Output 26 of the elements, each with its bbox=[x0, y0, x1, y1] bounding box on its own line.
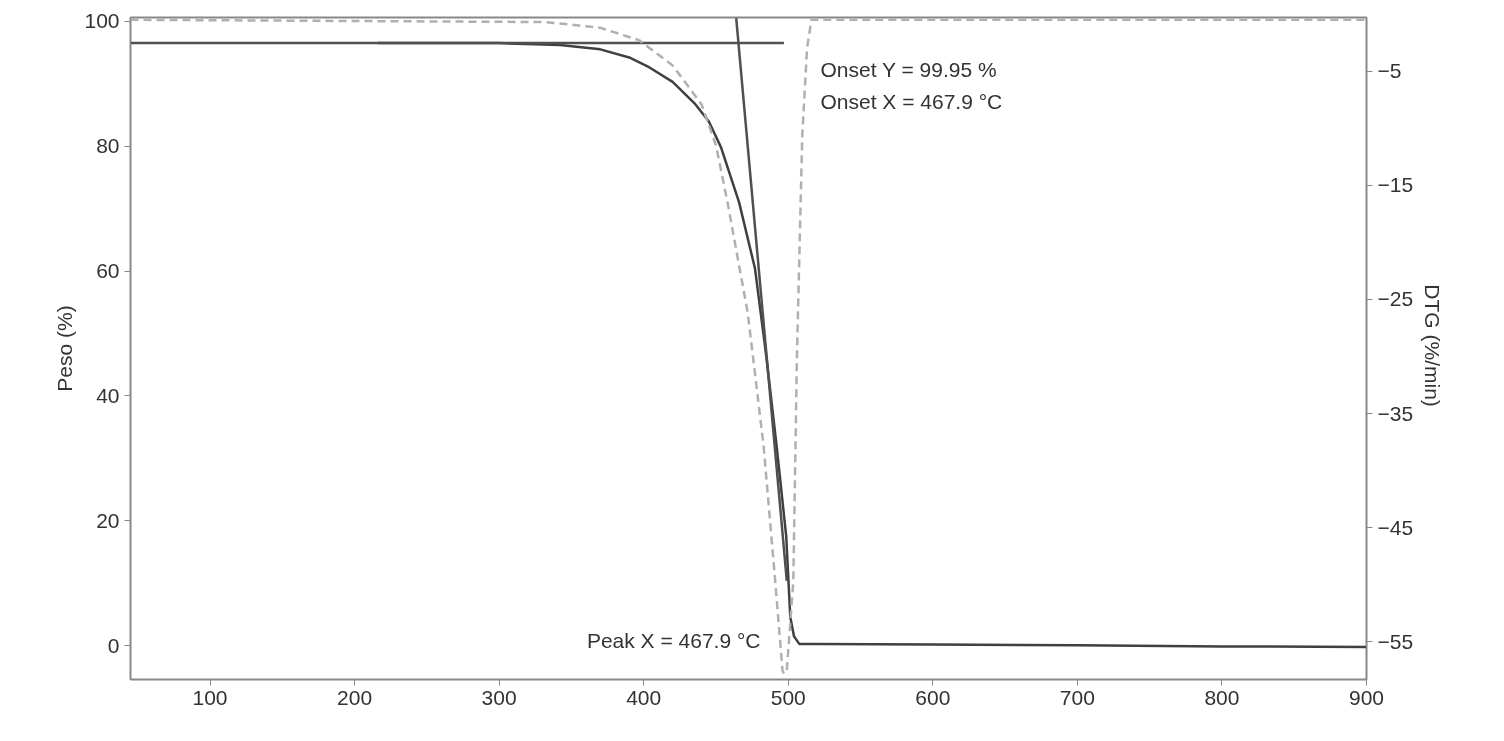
y2-tick-label: −25 bbox=[1377, 287, 1414, 311]
x-tick-label: 600 bbox=[915, 685, 951, 709]
x-tick-label: 800 bbox=[1204, 685, 1240, 709]
y-tick-label: 40 bbox=[96, 383, 120, 407]
x-tick-label: 500 bbox=[770, 685, 806, 709]
y2-tick-label: −15 bbox=[1377, 173, 1414, 197]
annotation: Onset Y = 99.95 % bbox=[820, 57, 997, 81]
x-tick-label: 400 bbox=[626, 685, 662, 709]
annotation: Peak X = 467.9 °C bbox=[586, 628, 761, 652]
y-tick-label: 20 bbox=[96, 508, 120, 532]
x-tick-label: 200 bbox=[337, 685, 373, 709]
x-tick-label: 100 bbox=[192, 685, 228, 709]
y-axis-title: Peso (%) bbox=[53, 305, 77, 392]
x-tick-label: 700 bbox=[1059, 685, 1095, 709]
y2-tick-label: −35 bbox=[1377, 401, 1414, 425]
y2-axis-title: DTG (%/min) bbox=[1421, 284, 1445, 407]
y-tick-label: 100 bbox=[84, 9, 120, 33]
y2-tick-label: −55 bbox=[1377, 629, 1414, 653]
y-tick-label: 80 bbox=[96, 134, 120, 158]
y2-tick-label: −5 bbox=[1377, 59, 1402, 83]
annotation: Onset X = 467.9 °C bbox=[820, 89, 1003, 113]
y-tick-label: 60 bbox=[96, 259, 120, 283]
y2-tick-label: −45 bbox=[1377, 515, 1414, 539]
y-tick-label: 0 bbox=[107, 633, 120, 657]
x-tick-label: 300 bbox=[481, 685, 517, 709]
x-tick-label: 900 bbox=[1348, 685, 1385, 709]
